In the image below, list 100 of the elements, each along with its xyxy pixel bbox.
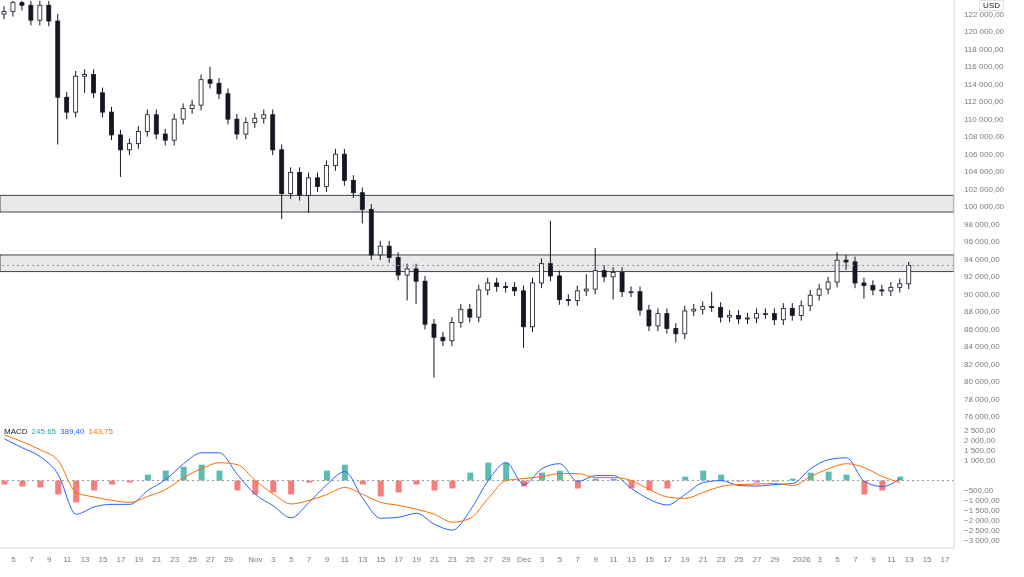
y-tick-label: 118 000,00: [964, 44, 1004, 54]
candlestick: [798, 299, 804, 322]
y-tick-label: −500,00: [964, 485, 994, 495]
candlestick: [135, 125, 141, 150]
bar: [359, 480, 366, 485]
bar: [467, 472, 474, 481]
candlestick: [458, 303, 464, 329]
y-tick-label: 1 000,00: [964, 456, 996, 466]
x-tick-label: 13: [904, 554, 915, 564]
x-tick-label: 3: [539, 554, 545, 564]
x-tick-label: 25: [734, 554, 745, 564]
x-tick-label: Dec: [516, 554, 532, 564]
bar: [485, 462, 492, 481]
candlestick: [46, 0, 52, 27]
y-tick-label: 92 000,00: [964, 272, 1001, 282]
x-tick-label: 5: [557, 554, 563, 564]
candlestick: [144, 109, 150, 138]
y-tick-label: 1 500,00: [964, 446, 996, 456]
candlestick: [243, 116, 249, 140]
x-tick-label: 23: [170, 554, 180, 564]
candlestick: [82, 68, 88, 94]
y-tick-label: 108 000,00: [964, 132, 1005, 142]
x-tick-label: Nov: [248, 554, 263, 564]
x-tick-label: 23: [716, 554, 727, 564]
candlestick: [673, 322, 679, 344]
y-tick-label: 86 000,00: [964, 324, 1001, 334]
x-tick-label: 5: [835, 554, 841, 564]
candlestick: [637, 285, 643, 316]
bar: [55, 480, 62, 495]
bar: [270, 480, 277, 493]
y-tick-label: 116 000,00: [964, 62, 1004, 72]
candlestick: [315, 172, 320, 193]
x-tick-label: 15: [644, 554, 655, 564]
y-tick-label: 2 000,00: [964, 436, 996, 446]
y-tick-label: 88 000,00: [964, 307, 1001, 317]
y-tick-label: 114 000,00: [964, 79, 1004, 89]
candlestick: [879, 284, 885, 297]
x-tick-label: 13: [627, 554, 637, 564]
candlestick: [709, 291, 715, 313]
candlestick: [449, 316, 455, 347]
candlestick: [118, 129, 123, 178]
candlestick: [91, 68, 96, 99]
x-tick-label: 27: [483, 554, 494, 564]
candlestick: [28, 0, 34, 26]
y-tick-label: 96 000,00: [964, 237, 1001, 247]
y-tick-label: −3 000,00: [964, 535, 1001, 545]
x-tick-label: 17: [940, 554, 951, 564]
annotation: 143,75: [88, 427, 113, 436]
candlestick: [207, 66, 213, 89]
x-tick-label: 15: [376, 554, 386, 564]
candlestick: [664, 307, 670, 335]
x-tick-label: 19: [412, 554, 422, 564]
candlestick: [189, 99, 195, 115]
bar: [413, 480, 420, 485]
candlestick: [780, 302, 786, 326]
x-tick-label: 5: [11, 554, 17, 564]
bar: [234, 480, 241, 491]
x-tick-label: 9: [47, 554, 53, 564]
y-tick-label: 76 000,00: [964, 412, 1001, 422]
text: USD: [979, 0, 1004, 11]
x-tick-label: 21: [698, 554, 709, 564]
y-tick-label: 106 000,00: [964, 149, 1005, 159]
x-tick-label: 2026: [792, 554, 812, 564]
bar: [144, 474, 151, 481]
candlestick: [807, 289, 813, 312]
candlestick: [870, 279, 876, 296]
candlestick: [153, 109, 159, 140]
x-tick-label: 17: [662, 554, 673, 564]
x-tick-label: 27: [752, 554, 762, 564]
bar: [216, 470, 223, 481]
candlestick: [100, 87, 105, 118]
y-tick-label: 104 000,00: [964, 167, 1005, 177]
y-tick-label: −2 500,00: [964, 525, 1001, 535]
candlestick: [216, 77, 222, 100]
x-tick-label: 29: [770, 554, 780, 564]
x-tick-label: 9: [871, 554, 877, 564]
y-tick-label: −2 000,00: [964, 515, 1001, 525]
bar: [843, 474, 850, 481]
candlestick: [583, 273, 589, 297]
bar: [288, 480, 295, 495]
y-tick-label: 100 000,00: [964, 202, 1005, 212]
candlestick: [440, 331, 446, 347]
x-tick-label: 15: [922, 554, 933, 564]
x-tick-label: 7: [575, 554, 581, 564]
chart-title: MACD: [4, 427, 28, 436]
y-tick-label: 80 000,00: [964, 377, 1001, 387]
candlestick: [324, 159, 329, 193]
y-tick-label: 110 000,00: [964, 114, 1004, 124]
candlestick: [718, 301, 724, 323]
x-tick-label: 5: [288, 554, 294, 564]
candlestick: [431, 318, 437, 379]
candlestick: [64, 91, 70, 120]
bar: [825, 471, 832, 481]
x-tick-label: 11: [609, 554, 619, 564]
x-tick-label: 11: [340, 554, 350, 564]
x-tick-label: 17: [116, 554, 126, 564]
candlestick: [171, 113, 177, 146]
y-tick-label: 120 000,00: [964, 27, 1005, 37]
x-tick-label: 29: [223, 554, 234, 564]
y-tick-label: 94 000,00: [964, 254, 1001, 264]
